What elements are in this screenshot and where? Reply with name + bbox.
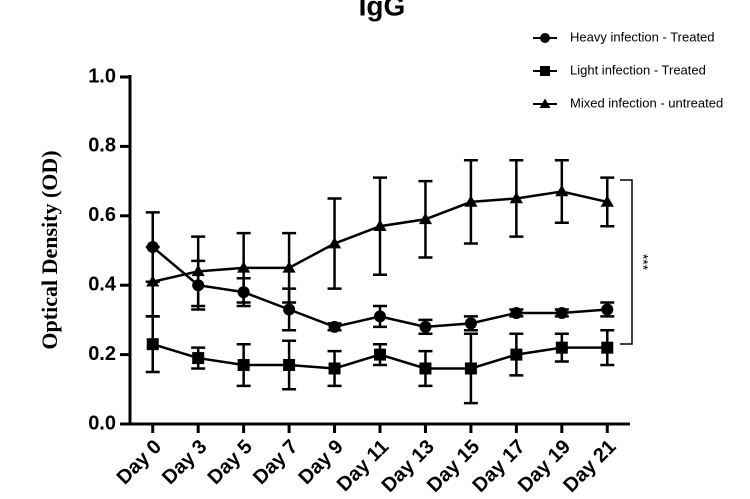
marker [464,362,477,375]
marker [555,184,569,197]
significance-bracket [620,179,633,345]
marker [539,98,551,108]
marker [419,320,432,333]
marker [374,310,386,323]
marker [328,320,341,333]
marker [146,275,160,287]
x-tick-label: Day 7 [249,436,302,489]
marker [328,362,341,375]
x-tick-label: Day 5 [204,436,257,489]
legend-label: Light infection - Treated [570,62,706,77]
y-tick-label: 0.4 [88,273,117,295]
y-tick-label: 0.6 [88,204,116,226]
legend-label: Mixed infection - untreated [570,95,723,110]
marker [464,317,477,330]
marker [418,212,433,225]
marker [283,303,296,316]
marker [555,306,568,319]
marker [146,338,159,351]
marker [509,191,523,204]
marker [192,352,205,365]
marker [464,195,478,207]
x-tick-label: Day 0 [113,436,166,489]
marker [601,303,614,316]
y-tick-label: 0.8 [88,135,116,157]
marker [373,219,387,232]
y-tick-label: 0.0 [88,412,116,434]
marker [237,359,250,372]
marker [540,66,550,76]
marker [282,261,296,273]
chart-title: IgG [359,0,406,21]
legend-label: Heavy infection - Treated [570,29,715,44]
y-axis-label: Optical Density (OD) [37,150,62,349]
marker [540,33,550,43]
marker [601,341,614,354]
y-tick-label: 1.0 [88,65,116,87]
marker [283,359,296,372]
marker [237,261,251,273]
marker [600,195,614,207]
y-tick-label: 0.2 [88,343,116,365]
marker [419,362,432,375]
marker [327,236,342,249]
marker [555,341,568,354]
marker [191,264,205,277]
marker [510,348,523,361]
marker [510,306,523,319]
marker [374,348,386,361]
x-tick-label: Day 3 [158,436,211,489]
annotation: *** [635,254,651,271]
